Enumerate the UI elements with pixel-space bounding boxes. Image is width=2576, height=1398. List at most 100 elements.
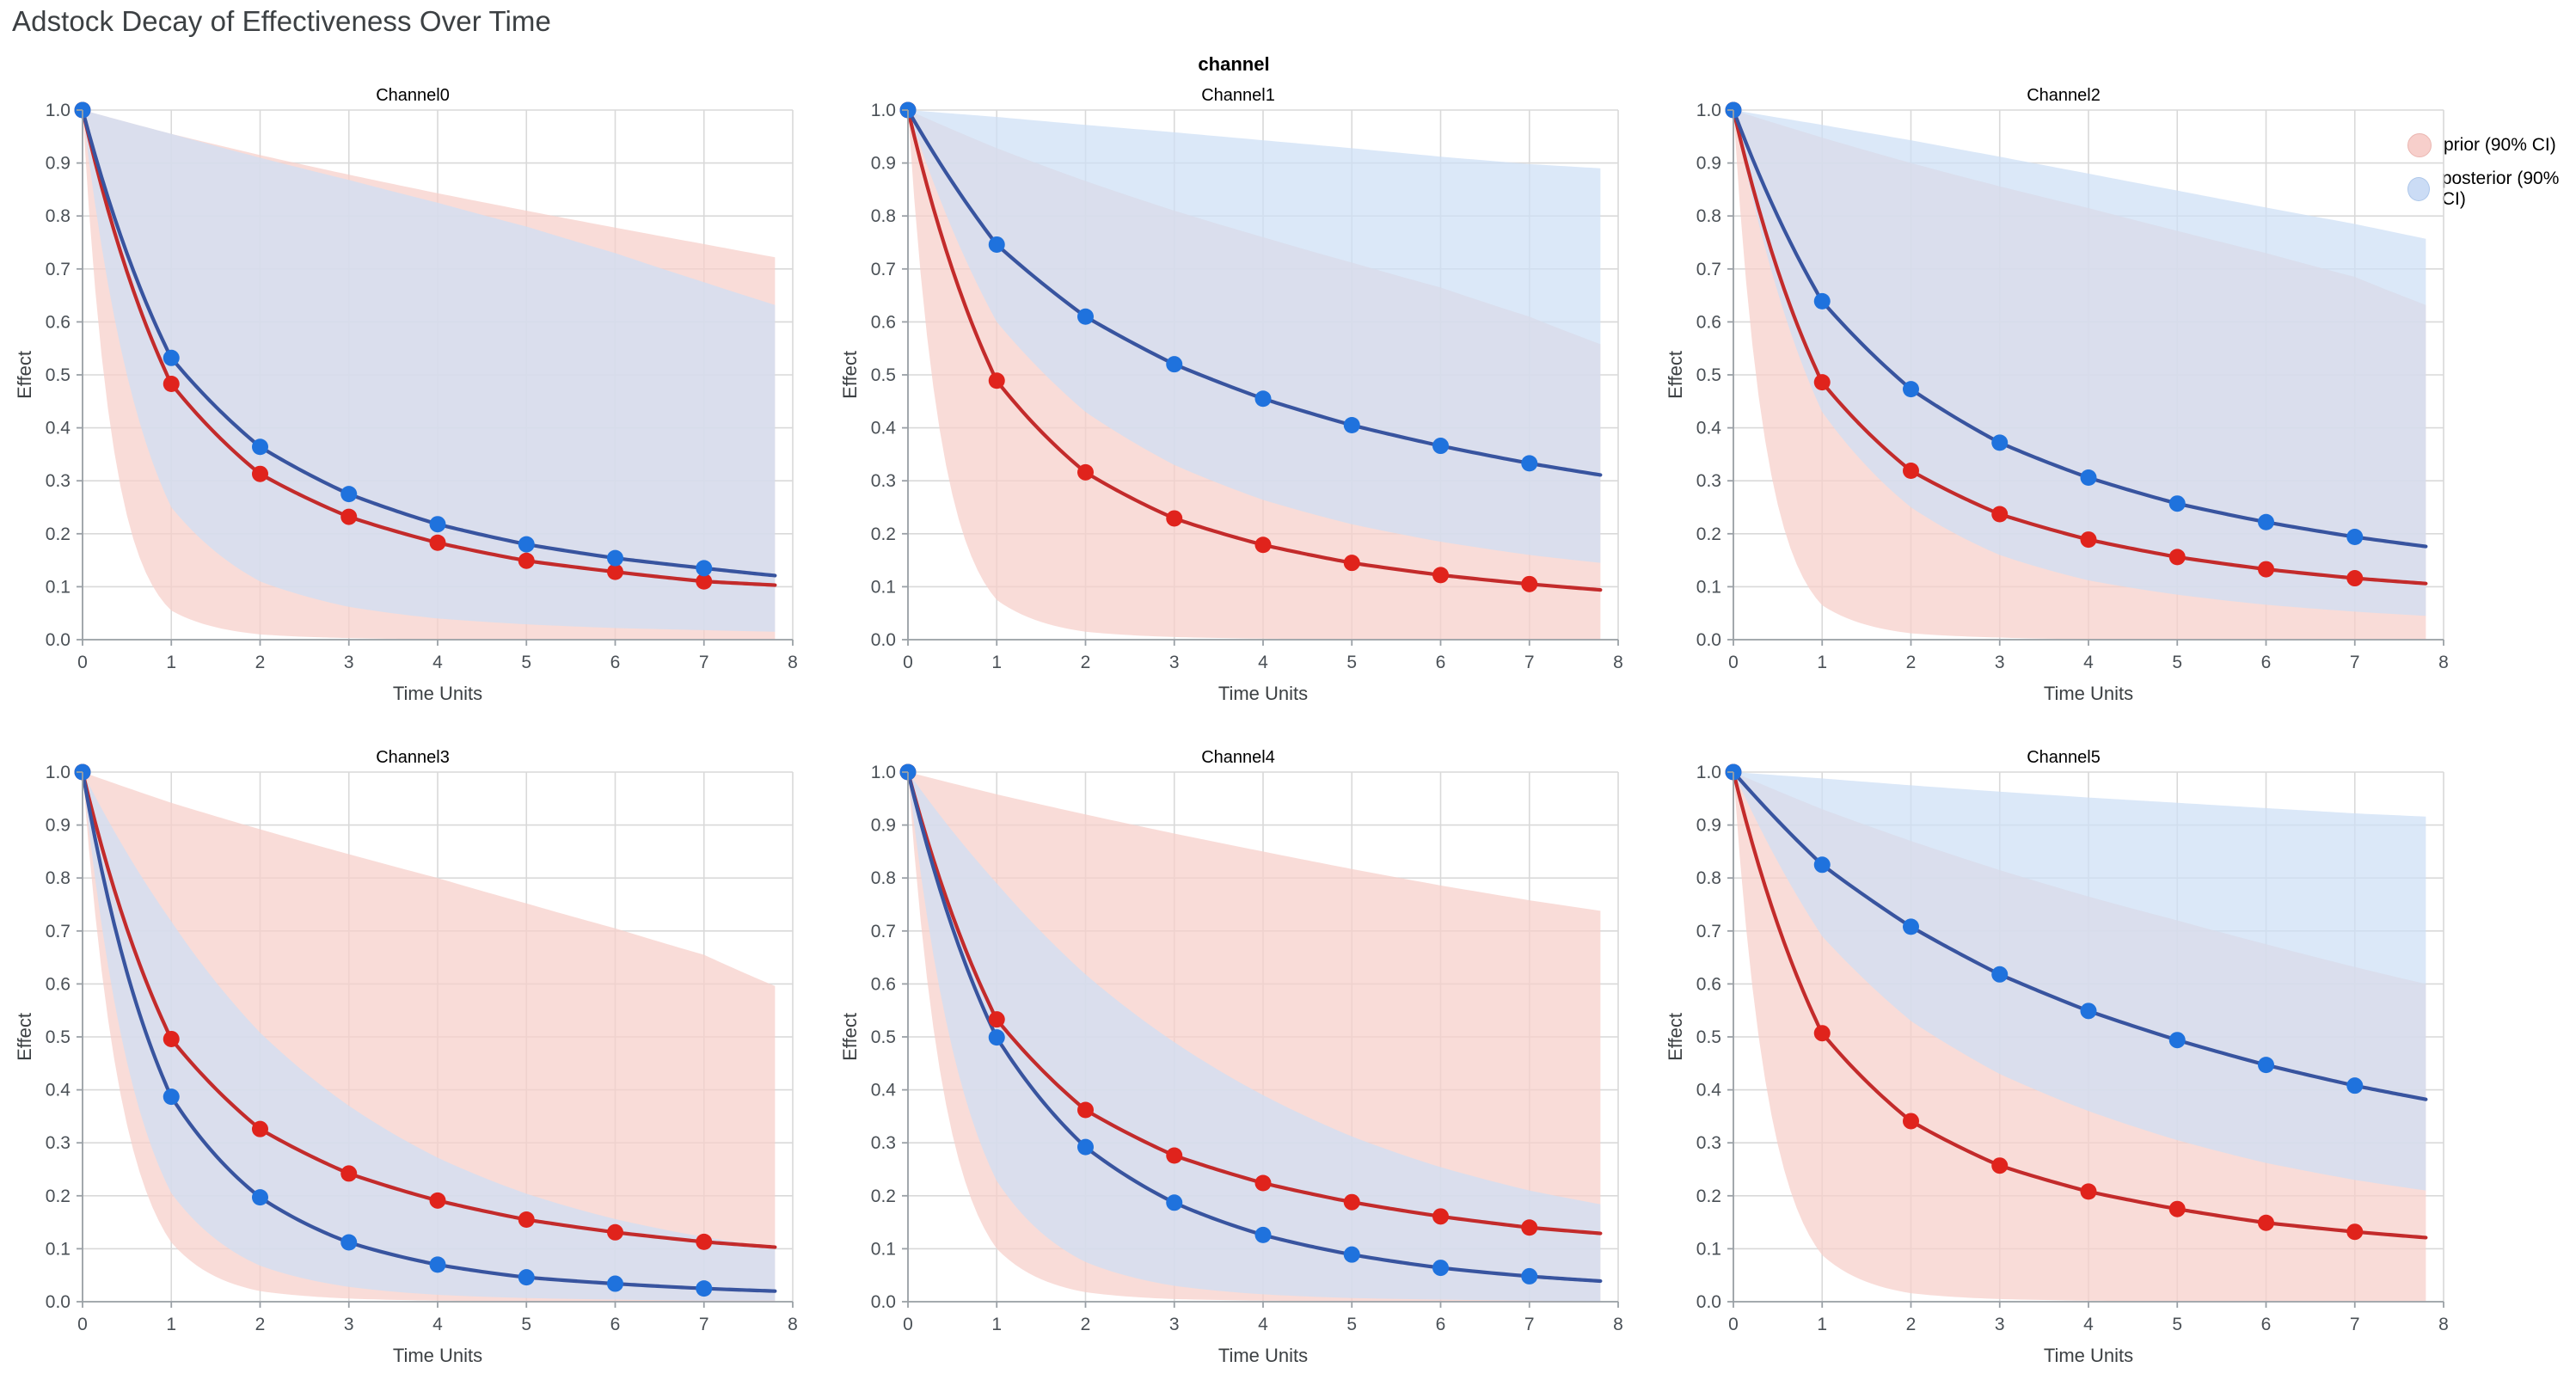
prior-data-point[interactable] [163,1030,180,1047]
y-tick-label: 0.1 [1696,1239,1721,1259]
prior-data-point[interactable] [1903,1113,1919,1130]
prior-data-point[interactable] [1166,1147,1183,1164]
y-tick-label: 0.3 [871,471,896,491]
posterior-data-point[interactable] [2168,495,2186,512]
posterior-data-point[interactable] [1254,1226,1272,1243]
posterior-data-point[interactable] [988,1029,1005,1046]
prior-data-point[interactable] [696,573,713,590]
posterior-data-point[interactable] [1166,356,1183,373]
posterior-data-point[interactable] [2168,1032,2186,1049]
plot-area: 0.0 0.1 0.2 0.3 0.4 0.5 0.6 0.7 0.8 0.9 1.0 0 1 2 3 4 5 6… [839,101,1623,704]
legend-item-posterior[interactable]: posterior (90% CI) [2407,169,2576,210]
posterior-data-point[interactable] [1521,1267,1538,1285]
posterior-data-point[interactable] [1991,434,2009,451]
prior-data-point[interactable] [252,1120,268,1137]
posterior-data-point[interactable] [607,549,623,567]
posterior-data-point[interactable] [163,1088,180,1106]
prior-data-point[interactable] [1077,463,1094,481]
posterior-data-point[interactable] [1343,1246,1360,1263]
legend-label-prior: prior (90% CI) [2444,135,2556,155]
prior-data-point[interactable] [2168,1200,2186,1217]
prior-data-point[interactable] [429,1192,446,1209]
prior-data-point[interactable] [1166,510,1183,527]
posterior-data-point[interactable] [163,349,180,366]
posterior-data-point[interactable] [2346,1077,2364,1094]
prior-data-point[interactable] [607,563,623,580]
posterior-data-point[interactable] [340,1234,358,1251]
posterior-data-point[interactable] [696,1280,713,1297]
posterior-data-point[interactable] [252,438,268,456]
posterior-data-point[interactable] [1432,438,1449,455]
posterior-data-point[interactable] [2258,1057,2274,1074]
y-tick-label: 0.0 [1696,630,1721,650]
prior-data-point[interactable] [1254,537,1272,554]
y-tick-label: 0.3 [46,1133,71,1153]
prior-data-point[interactable] [429,534,446,551]
posterior-data-point[interactable] [252,1189,268,1206]
posterior-data-point[interactable] [429,1256,446,1273]
prior-data-point[interactable] [2258,1214,2274,1231]
posterior-data-point[interactable] [2080,1003,2097,1020]
legend-item-prior[interactable]: prior (90% CI) [2407,133,2576,157]
posterior-data-point[interactable] [1343,417,1360,434]
posterior-data-point[interactable] [988,236,1005,253]
prior-data-point[interactable] [1521,1219,1538,1236]
prior-data-point[interactable] [2080,1183,2097,1200]
posterior-data-point[interactable] [518,536,535,553]
prior-data-point[interactable] [2168,549,2186,566]
prior-data-point[interactable] [1991,506,2009,523]
posterior-data-point[interactable] [1432,1260,1449,1277]
posterior-data-point[interactable] [2346,529,2364,545]
prior-data-point[interactable] [163,375,180,392]
posterior-data-point[interactable] [2258,513,2274,530]
posterior-data-point[interactable] [340,486,358,503]
prior-data-point[interactable] [340,508,358,525]
y-tick-label: 0.4 [871,419,897,438]
prior-data-point[interactable] [1813,1025,1831,1042]
prior-data-point[interactable] [2080,531,2097,549]
prior-data-point[interactable] [2346,1223,2364,1241]
posterior-data-point[interactable] [1254,390,1272,408]
prior-data-point[interactable] [252,465,268,482]
prior-data-point[interactable] [1991,1157,2009,1174]
posterior-data-point[interactable] [607,1275,623,1292]
prior-data-point[interactable] [607,1223,623,1241]
posterior-data-point[interactable] [1521,455,1538,472]
prior-data-point[interactable] [2258,561,2274,578]
posterior-data-point[interactable] [1991,966,2009,983]
posterior-data-point[interactable] [1903,918,1919,935]
prior-data-point[interactable] [1254,1174,1272,1192]
posterior-data-point[interactable] [2080,469,2097,486]
prior-data-point[interactable] [340,1165,358,1182]
prior-data-point[interactable] [2346,570,2364,587]
posterior-data-point[interactable] [1813,856,1831,874]
facet-panel-channel3: Channel3 0.0 0.1 0.2 0.3 0.4 0.5 0.6 0.7 0.8 0.9 1.… [0,736,825,1398]
prior-data-point[interactable] [1343,555,1360,572]
posterior-data-point[interactable] [429,516,446,533]
posterior-data-point[interactable] [1077,1138,1094,1156]
x-tick-label: 4 [1258,1315,1268,1334]
posterior-data-point[interactable] [696,560,713,577]
posterior-data-point[interactable] [1903,381,1919,398]
prior-data-point[interactable] [518,552,535,569]
x-tick-label: 0 [77,653,88,672]
posterior-data-point[interactable] [1166,1194,1183,1211]
posterior-data-point[interactable] [518,1269,535,1286]
prior-data-point[interactable] [1343,1193,1360,1211]
prior-data-point[interactable] [1813,374,1831,391]
posterior-data-point[interactable] [1077,308,1094,325]
prior-data-point[interactable] [1432,1208,1449,1225]
prior-data-point[interactable] [1903,463,1919,479]
prior-data-point[interactable] [696,1233,713,1250]
prior-data-point[interactable] [988,1011,1005,1028]
prior-data-point[interactable] [1077,1101,1094,1119]
y-tick-label: 0.0 [1696,1292,1721,1312]
posterior-data-point[interactable] [1813,292,1831,310]
prior-data-point[interactable] [1432,567,1449,584]
prior-data-point[interactable] [988,372,1005,389]
y-tick-label: 1.0 [46,101,71,120]
y-tick-label: 0.5 [1696,1027,1721,1047]
prior-data-point[interactable] [518,1211,535,1229]
x-tick-label: 3 [1169,653,1180,672]
prior-data-point[interactable] [1521,575,1538,592]
